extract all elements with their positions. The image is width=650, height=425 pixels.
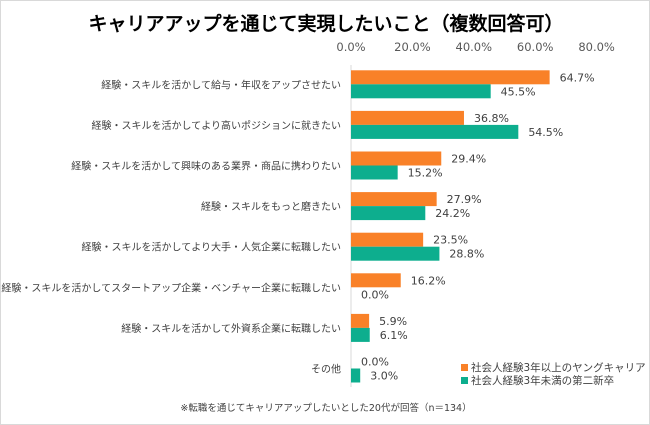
category-label: 経験・スキルを活かして外資系企業に転職したい bbox=[121, 322, 341, 335]
data-label: 5.9% bbox=[379, 315, 407, 328]
chart-title: キャリアアップを通じて実現したいこと（複数回答可） bbox=[88, 12, 563, 35]
data-label: 29.4% bbox=[451, 153, 486, 166]
x-tick-label: 40.0% bbox=[456, 40, 493, 54]
category-label: 経験・スキルを活かしてスタートアップ企業・ベンチャー企業に転職したい bbox=[1, 281, 341, 294]
legend-swatch bbox=[461, 364, 468, 371]
category-label: 経験・スキルを活かして興味のある業界・商品に携わりたい bbox=[71, 160, 341, 173]
category-label: 経験・スキルをもっと磨きたい bbox=[201, 200, 341, 213]
data-label: 45.5% bbox=[501, 85, 536, 98]
bar-young-career bbox=[351, 151, 442, 166]
category-label: 経験・スキルを活かしてより大手・人気企業に転職したい bbox=[82, 241, 342, 254]
data-label: 3.0% bbox=[370, 370, 398, 383]
bar-second-new-grad bbox=[351, 206, 426, 221]
bar-young-career bbox=[351, 192, 437, 207]
data-label: 28.8% bbox=[449, 248, 484, 261]
bar-second-new-grad bbox=[351, 124, 519, 139]
bar-young-career bbox=[351, 110, 464, 125]
data-label: 0.0% bbox=[361, 288, 389, 301]
bar-second-new-grad bbox=[351, 327, 370, 342]
data-label: 24.2% bbox=[435, 207, 470, 220]
category-label: その他 bbox=[311, 363, 341, 376]
data-label: 15.2% bbox=[408, 167, 443, 180]
legend-swatch bbox=[461, 377, 468, 384]
data-label: 27.9% bbox=[447, 193, 482, 206]
x-tick-label: 20.0% bbox=[394, 40, 431, 54]
data-label: 36.8% bbox=[474, 112, 509, 125]
legend-label: 社会人経験3年未満の第二新卒 bbox=[471, 374, 614, 387]
bar-second-new-grad bbox=[351, 84, 491, 99]
data-label: 54.5% bbox=[528, 126, 563, 139]
x-tick-label: 0.0% bbox=[336, 40, 365, 54]
bar-young-career bbox=[351, 232, 424, 247]
footnote: ※転職を通じてキャリアアップしたいとした20代が回答（n＝134） bbox=[180, 402, 471, 414]
bar-second-new-grad bbox=[351, 246, 440, 261]
x-tick-label: 80.0% bbox=[578, 40, 615, 54]
bar-young-career bbox=[351, 313, 370, 328]
legend-label: 社会人経験3年以上のヤングキャリア bbox=[471, 361, 646, 374]
data-label: 0.0% bbox=[361, 356, 389, 369]
bar-young-career bbox=[351, 273, 401, 288]
bar-young-career bbox=[351, 70, 550, 85]
data-label: 23.5% bbox=[433, 234, 468, 247]
data-label: 6.1% bbox=[380, 329, 408, 342]
x-tick-label: 60.0% bbox=[517, 40, 554, 54]
category-label: 経験・スキルを活かして給与・年収をアップさせたい bbox=[101, 78, 341, 91]
data-label: 64.7% bbox=[560, 71, 595, 84]
bar-second-new-grad bbox=[351, 368, 361, 383]
data-label: 16.2% bbox=[411, 274, 446, 287]
bar-second-new-grad bbox=[351, 165, 398, 180]
category-label: 経験・スキルを活かしてより高いポジションに就きたい bbox=[92, 119, 342, 132]
